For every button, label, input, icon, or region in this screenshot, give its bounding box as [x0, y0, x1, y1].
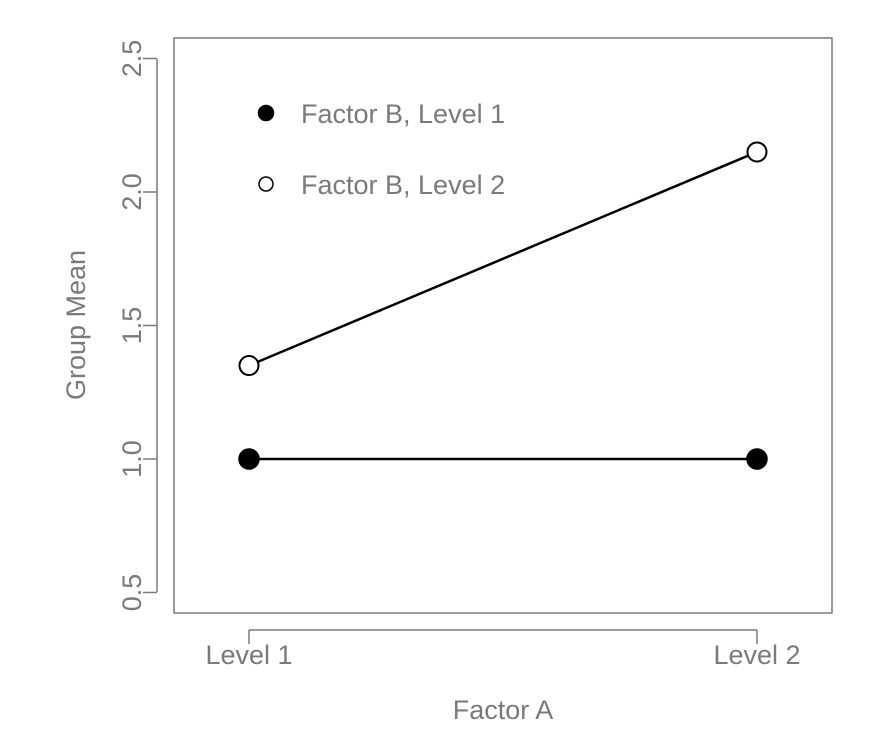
legend: Factor B, Level 1 Factor B, Level 2	[257, 99, 505, 200]
series-layer	[238, 141, 768, 470]
x-axis-label: Factor A	[453, 695, 554, 725]
plot-frame	[173, 37, 833, 614]
data-point	[746, 448, 768, 470]
y-axis-label: Group Mean	[61, 250, 91, 400]
y-tick-label: 2.5	[117, 40, 147, 78]
x-tick-label: Level 1	[205, 640, 292, 670]
data-point	[746, 141, 768, 163]
y-tick-label: 2.0	[117, 173, 147, 211]
y-axis: 0.5 1.0 1.5 2.0 2.5	[117, 40, 158, 612]
legend-marker-filled	[257, 104, 275, 122]
y-tick-label: 1.5	[117, 307, 147, 345]
y-tick-label: 1.0	[117, 440, 147, 478]
x-axis: Level 1 Level 2	[205, 629, 801, 670]
series-line	[248, 150, 758, 367]
data-point	[238, 448, 260, 470]
data-point	[238, 355, 260, 377]
legend-label-series-2: Factor B, Level 2	[301, 170, 505, 200]
legend-label-series-1: Factor B, Level 1	[301, 99, 505, 129]
legend-marker-open	[258, 176, 274, 192]
x-tick-label: Level 2	[713, 640, 800, 670]
y-tick-label: 0.5	[117, 574, 147, 612]
